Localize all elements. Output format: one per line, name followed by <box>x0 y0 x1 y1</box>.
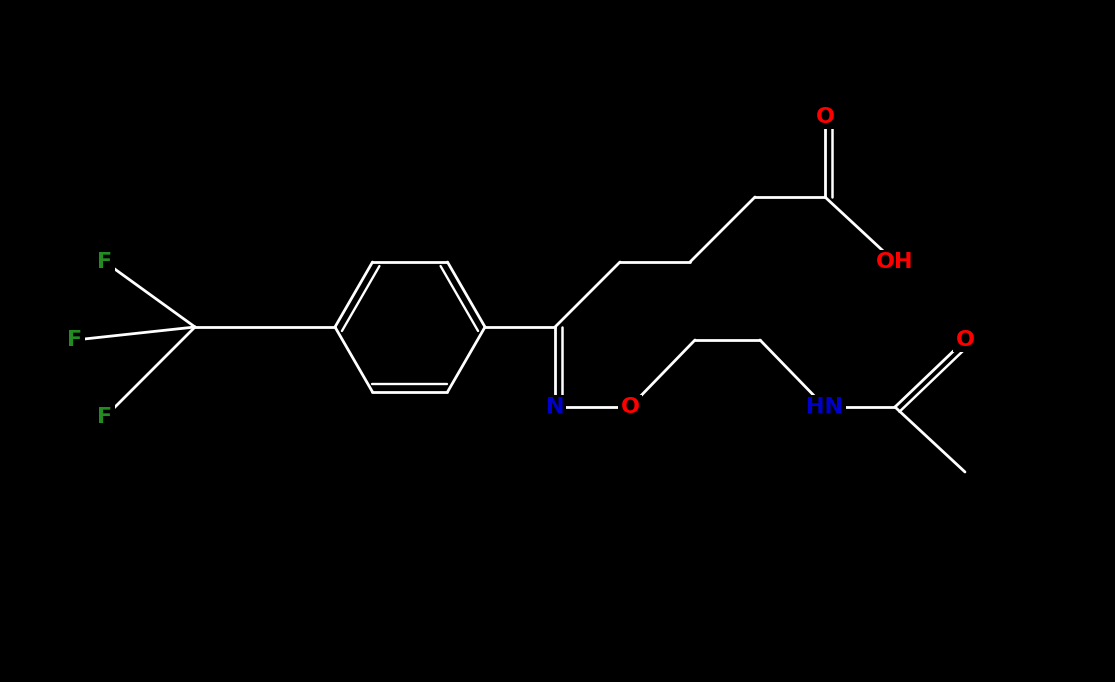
Text: F: F <box>97 252 113 272</box>
Text: F: F <box>67 330 83 350</box>
Text: O: O <box>956 330 975 350</box>
Text: F: F <box>97 407 113 427</box>
Text: N: N <box>545 397 564 417</box>
Text: OH: OH <box>876 252 914 272</box>
Text: O: O <box>621 397 640 417</box>
Text: O: O <box>815 107 834 127</box>
Text: HN: HN <box>806 397 844 417</box>
